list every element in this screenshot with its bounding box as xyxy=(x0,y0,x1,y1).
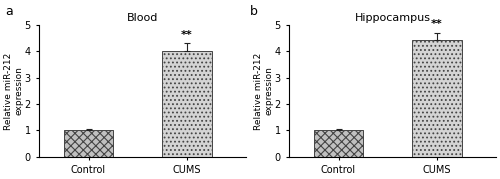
Bar xyxy=(162,51,212,157)
Y-axis label: Relative miR-212
expression: Relative miR-212 expression xyxy=(254,52,274,130)
Bar xyxy=(314,130,363,157)
Title: Blood: Blood xyxy=(127,13,158,23)
Text: b: b xyxy=(250,5,258,18)
Bar xyxy=(412,40,462,157)
Y-axis label: Relative miR-212
expression: Relative miR-212 expression xyxy=(4,52,24,130)
Text: **: ** xyxy=(431,19,443,29)
Title: Hippocampus: Hippocampus xyxy=(354,13,430,23)
Text: a: a xyxy=(5,5,13,18)
Text: **: ** xyxy=(181,30,193,40)
Bar xyxy=(64,130,113,157)
